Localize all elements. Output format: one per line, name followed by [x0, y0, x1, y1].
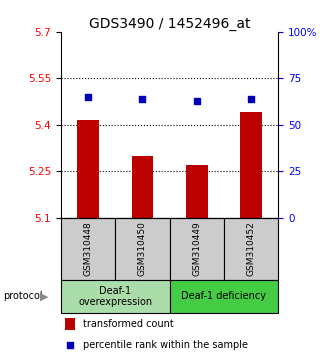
Text: Deaf-1
overexpression: Deaf-1 overexpression — [78, 286, 152, 307]
Text: GSM310448: GSM310448 — [84, 221, 92, 276]
Bar — [132, 156, 153, 218]
Point — [140, 96, 145, 102]
Point — [67, 342, 72, 348]
Bar — [77, 120, 99, 218]
Point — [85, 94, 91, 100]
Bar — [61, 218, 115, 280]
Text: ▶: ▶ — [40, 291, 49, 302]
Point — [249, 96, 254, 102]
Bar — [115, 218, 170, 280]
Bar — [186, 165, 208, 218]
Text: Deaf-1 deficiency: Deaf-1 deficiency — [181, 291, 267, 302]
Bar — [224, 218, 278, 280]
Point — [194, 98, 199, 103]
Title: GDS3490 / 1452496_at: GDS3490 / 1452496_at — [89, 17, 250, 31]
Text: GSM310450: GSM310450 — [138, 221, 147, 276]
Text: protocol: protocol — [3, 291, 43, 302]
Bar — [61, 280, 170, 313]
Text: GSM310449: GSM310449 — [192, 221, 201, 276]
Bar — [65, 318, 75, 330]
Bar — [170, 280, 278, 313]
Text: percentile rank within the sample: percentile rank within the sample — [84, 340, 248, 350]
Bar — [240, 112, 262, 218]
Text: GSM310452: GSM310452 — [247, 221, 256, 276]
Bar — [170, 218, 224, 280]
Text: transformed count: transformed count — [84, 319, 174, 329]
